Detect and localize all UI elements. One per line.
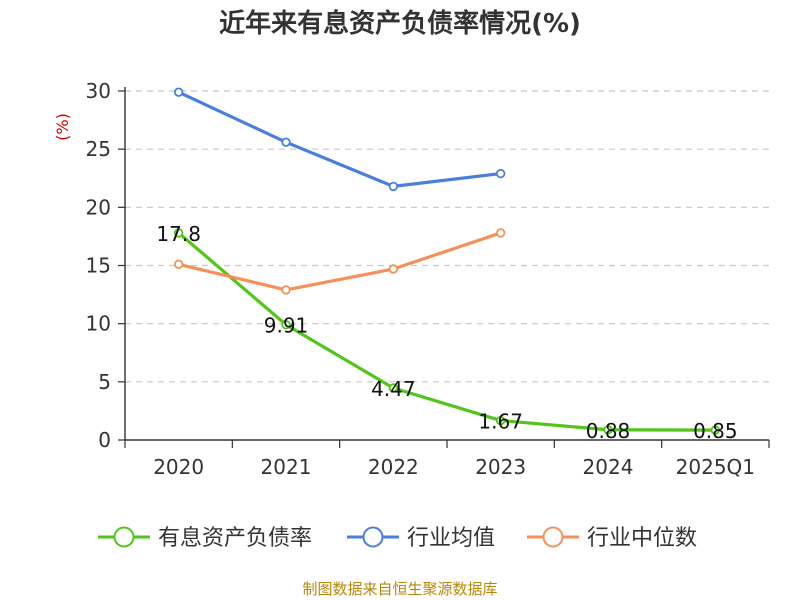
legend-swatch-marker	[362, 526, 384, 548]
data-label: 4.47	[371, 377, 416, 401]
data-point	[495, 168, 506, 179]
data-point	[603, 425, 613, 435]
data-point	[388, 181, 399, 192]
data-label: 0.88	[586, 419, 631, 443]
legend-label: 行业均值	[407, 526, 495, 551]
legend-label: 有息资产负债率	[158, 526, 312, 551]
legend-swatch-marker	[542, 526, 564, 548]
y-tick-label: 15	[86, 254, 111, 278]
data-point	[281, 137, 291, 147]
data-point	[173, 87, 184, 97]
legend-swatch-marker	[113, 526, 135, 548]
series-line	[177, 231, 717, 432]
x-tick-label: 2025Q1	[676, 455, 755, 479]
x-tick-label: 2022	[368, 455, 419, 479]
x-tick-label: 2020	[153, 455, 204, 479]
y-tick-label: 20	[86, 195, 111, 219]
data-point	[710, 425, 721, 435]
source-note: 制图数据来自恒生聚源数据库	[302, 580, 498, 598]
legend-label: 行业中位数	[587, 526, 697, 551]
x-tick-label: 2024	[583, 455, 634, 479]
data-point	[495, 228, 506, 238]
data-point	[281, 320, 291, 330]
data-label: 1.67	[478, 410, 523, 434]
data-point	[173, 259, 184, 270]
data-point	[281, 285, 291, 295]
series-line	[177, 90, 503, 188]
y-tick-label: 0	[98, 428, 111, 452]
data-label: 9.91	[264, 314, 309, 338]
data-point	[388, 264, 399, 274]
y-tick-label: 25	[86, 137, 111, 161]
y-tick-label: 10	[86, 312, 111, 336]
y-tick-label: 5	[98, 370, 111, 394]
x-tick-label: 2021	[261, 455, 312, 479]
y-axis-label: (%)	[53, 113, 72, 141]
data-label: 17.8	[156, 222, 201, 246]
data-point	[388, 383, 399, 393]
series-line	[177, 231, 503, 292]
data-point	[173, 228, 184, 238]
data-point	[495, 415, 506, 426]
x-tick-label: 2023	[475, 455, 526, 479]
y-tick-label: 30	[86, 79, 111, 103]
chart-title: 近年来有息资产负债率情况(%)	[219, 9, 581, 39]
data-label: 0.85	[693, 419, 738, 443]
